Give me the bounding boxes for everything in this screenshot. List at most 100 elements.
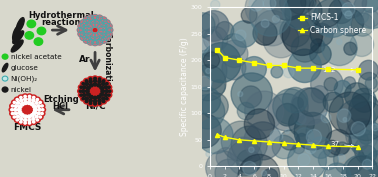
Circle shape: [11, 113, 14, 115]
Circle shape: [337, 109, 351, 122]
Circle shape: [344, 83, 369, 108]
Circle shape: [298, 88, 326, 116]
Circle shape: [296, 133, 307, 144]
Text: 37: 37: [330, 141, 354, 147]
Ellipse shape: [16, 18, 24, 32]
Circle shape: [34, 38, 43, 45]
Circle shape: [283, 67, 294, 78]
Circle shape: [289, 110, 314, 136]
Circle shape: [20, 99, 23, 102]
Circle shape: [18, 111, 22, 115]
Circle shape: [191, 95, 225, 129]
Circle shape: [101, 90, 105, 93]
Circle shape: [203, 27, 228, 51]
Circle shape: [87, 98, 94, 104]
Circle shape: [31, 106, 40, 114]
Circle shape: [39, 111, 45, 116]
Circle shape: [93, 79, 97, 82]
Circle shape: [216, 22, 234, 40]
Circle shape: [82, 90, 85, 93]
Circle shape: [203, 52, 220, 68]
Circle shape: [9, 107, 15, 112]
Circle shape: [98, 78, 101, 80]
Circle shape: [324, 140, 340, 157]
Text: FMCS: FMCS: [13, 122, 42, 132]
Circle shape: [12, 100, 17, 105]
Circle shape: [336, 142, 349, 155]
Circle shape: [30, 97, 37, 104]
Circle shape: [87, 93, 95, 101]
Circle shape: [80, 94, 82, 96]
Circle shape: [89, 95, 93, 99]
Circle shape: [99, 34, 107, 41]
Circle shape: [308, 0, 342, 27]
Circle shape: [293, 142, 305, 154]
Circle shape: [94, 20, 103, 28]
Circle shape: [87, 78, 94, 85]
Circle shape: [282, 0, 318, 29]
Circle shape: [18, 111, 27, 119]
Circle shape: [28, 111, 37, 119]
Circle shape: [222, 56, 246, 80]
Circle shape: [27, 101, 31, 104]
Ellipse shape: [12, 26, 20, 41]
Circle shape: [346, 156, 378, 177]
Circle shape: [97, 101, 102, 106]
Circle shape: [16, 119, 19, 121]
Circle shape: [106, 31, 112, 37]
Circle shape: [104, 81, 110, 86]
Circle shape: [37, 115, 43, 119]
Circle shape: [24, 98, 27, 101]
Circle shape: [18, 116, 25, 122]
Circle shape: [342, 155, 378, 177]
Circle shape: [89, 102, 92, 104]
Circle shape: [104, 86, 107, 89]
Circle shape: [106, 27, 113, 33]
Legend: FMCS-1, Carbon sphere: FMCS-1, Carbon sphere: [296, 11, 369, 37]
Circle shape: [99, 88, 107, 95]
Circle shape: [231, 73, 272, 114]
Circle shape: [365, 77, 377, 89]
Circle shape: [91, 37, 99, 44]
Circle shape: [24, 101, 27, 104]
Circle shape: [18, 95, 24, 100]
Circle shape: [2, 76, 8, 81]
Circle shape: [13, 101, 15, 104]
Circle shape: [25, 113, 34, 121]
Circle shape: [82, 94, 86, 96]
Circle shape: [222, 34, 246, 58]
Circle shape: [37, 27, 46, 35]
Circle shape: [298, 154, 310, 166]
Circle shape: [35, 110, 42, 117]
Circle shape: [88, 77, 93, 82]
Circle shape: [84, 23, 93, 31]
Text: Ni(OH)₂: Ni(OH)₂: [11, 75, 38, 82]
Circle shape: [344, 77, 356, 89]
Circle shape: [198, 76, 212, 90]
Circle shape: [353, 0, 378, 28]
Circle shape: [25, 99, 34, 107]
Circle shape: [101, 78, 107, 83]
Circle shape: [85, 100, 88, 103]
Circle shape: [101, 38, 107, 43]
Circle shape: [104, 35, 110, 40]
Circle shape: [292, 97, 304, 109]
Circle shape: [91, 94, 99, 101]
Circle shape: [324, 163, 351, 177]
Circle shape: [30, 103, 39, 111]
Text: Carbonization: Carbonization: [103, 32, 112, 92]
Circle shape: [18, 105, 22, 108]
Circle shape: [238, 154, 280, 177]
Circle shape: [96, 39, 103, 45]
Circle shape: [22, 96, 29, 102]
Circle shape: [93, 83, 97, 86]
Circle shape: [12, 103, 20, 109]
Circle shape: [80, 20, 87, 25]
Circle shape: [197, 118, 233, 154]
Circle shape: [98, 102, 101, 104]
Circle shape: [88, 101, 93, 106]
Circle shape: [87, 86, 90, 89]
Circle shape: [78, 23, 84, 29]
Circle shape: [100, 95, 107, 102]
Circle shape: [270, 130, 283, 143]
